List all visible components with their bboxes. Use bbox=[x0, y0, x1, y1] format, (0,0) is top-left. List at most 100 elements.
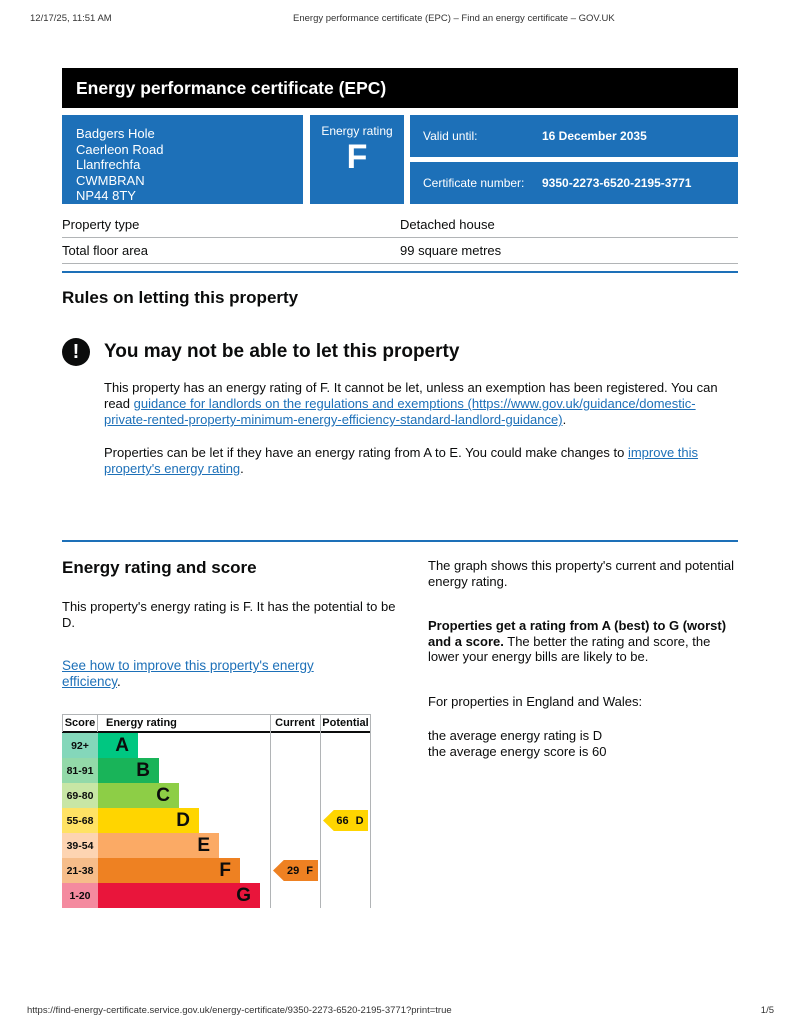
rating-score-heading: Energy rating and score bbox=[62, 558, 257, 577]
address-line: Caerleon Road bbox=[76, 141, 164, 157]
chart-column-header: Potential bbox=[322, 717, 369, 729]
chart-bands: 92+ A 81-91 B 69-80 C 55-68 D 39-54 E 21-38 F 1-20 G bbox=[62, 733, 371, 908]
current-rating-arrow: 29 F bbox=[273, 860, 318, 881]
rating-explanation-rest: The better the rating and score, the low… bbox=[428, 633, 711, 665]
row-label: Total floor area bbox=[62, 243, 148, 258]
page-title: Energy performance certificate (EPC) bbox=[76, 77, 387, 98]
rating-explanation: Properties get a rating from A (best) to… bbox=[428, 618, 738, 665]
footer-page-number: 1/5 bbox=[760, 1005, 774, 1016]
epc-chart: Score Energy rating Current Potential 92+ A 81… bbox=[62, 714, 371, 908]
chart-band-row: 92+ A bbox=[62, 733, 371, 758]
address-box: Badgers Hole Caerleon Road Llanfrechfa CWMB… bbox=[62, 115, 303, 204]
band-bar: A bbox=[98, 733, 138, 758]
chart-column-header: Current bbox=[275, 717, 315, 729]
band-bar: C bbox=[98, 783, 179, 808]
improve-rating-link[interactable]: improve this property's energy rating bbox=[104, 445, 699, 476]
chart-band-row: 81-91 B bbox=[62, 758, 371, 783]
band-letter: F bbox=[219, 859, 231, 881]
rating-explanation-bold: Properties get a rating from A (best) to… bbox=[428, 618, 727, 649]
band-letter: C bbox=[156, 784, 170, 806]
valid-until-value: 16 December 2035 bbox=[542, 129, 647, 143]
energy-rating-box: Energy rating F bbox=[310, 115, 404, 204]
arrow-letter: D bbox=[355, 814, 364, 827]
england-wales-note: For properties in England and Wales: bbox=[428, 693, 643, 709]
chart-column-line bbox=[320, 714, 321, 908]
paragraph-text: . bbox=[562, 412, 567, 427]
section-divider bbox=[62, 540, 738, 542]
paragraph-text: . bbox=[117, 674, 121, 689]
band-bar: B bbox=[98, 758, 159, 783]
rating-right-column: The graph shows this property's current … bbox=[428, 558, 738, 908]
band-score-cell: 39-54 bbox=[62, 833, 98, 858]
address-line: Badgers Hole bbox=[76, 126, 155, 141]
print-page-title: Energy performance certificate (EPC) – F… bbox=[293, 13, 615, 24]
band-score-cell: 1-20 bbox=[62, 883, 98, 908]
certificate-page: Energy performance certificate (EPC) Bad… bbox=[62, 68, 738, 908]
improve-efficiency-link[interactable]: See how to improve this property's energ… bbox=[62, 658, 314, 689]
chart-band-row: 69-80 C bbox=[62, 783, 371, 808]
valid-until-label: Valid until: bbox=[423, 129, 478, 143]
average-rating-line: the average energy rating is D bbox=[428, 728, 603, 743]
warning-heading: You may not be able to let this property bbox=[104, 341, 460, 362]
address-line: Llanfrechfa bbox=[76, 157, 141, 172]
certificate-summary: Badgers Hole Caerleon Road Llanfrechfa CWMB… bbox=[62, 115, 738, 204]
average-score-line: the average energy score is 60 bbox=[428, 743, 607, 759]
chart-column-line bbox=[270, 714, 271, 908]
footer-url: https://find-energy-certificate.service.… bbox=[27, 1005, 452, 1016]
rating-section: Energy rating and score This property's … bbox=[62, 558, 738, 908]
arrow-letter: F bbox=[306, 864, 313, 877]
chart-header-row: Score Energy rating Current Potential bbox=[62, 714, 371, 733]
exclamation-icon: ! bbox=[62, 338, 90, 366]
band-score-cell: 92+ bbox=[62, 733, 98, 758]
letting-rules-text: This property has an energy rating of F.… bbox=[104, 380, 737, 477]
chart-column-header: Score bbox=[62, 714, 98, 732]
paragraph-text: Properties can be let if they have an en… bbox=[104, 445, 628, 460]
address-lines: Badgers Hole Caerleon Road Llanfrechfa CWMB… bbox=[76, 126, 303, 204]
letting-paragraph-1: This property has an energy rating of F.… bbox=[104, 380, 737, 428]
chart-band-row: 39-54 E bbox=[62, 833, 371, 858]
certificate-banner: Energy performance certificate (EPC) bbox=[62, 68, 738, 108]
band-letter: E bbox=[197, 834, 210, 856]
certificate-number-label: Certificate number: bbox=[423, 176, 525, 190]
energy-rating-letter: F bbox=[346, 138, 368, 176]
row-value: Detached house bbox=[400, 217, 495, 232]
row-label: Property type bbox=[62, 217, 140, 232]
band-letter: A bbox=[115, 734, 129, 756]
certificate-number-box: Certificate number: 9350-2273-6520-2195-… bbox=[410, 162, 738, 204]
paragraph-text: This property has an energy rating of F.… bbox=[104, 380, 718, 411]
landlord-guidance-link[interactable]: guidance for landlords on the regulation… bbox=[104, 396, 696, 427]
property-table: Property type Detached house Total floor a… bbox=[62, 212, 738, 264]
paragraph-text: . bbox=[240, 461, 244, 476]
graph-description: The graph shows this property's current … bbox=[428, 558, 734, 589]
band-letter: D bbox=[176, 809, 190, 831]
arrow-score: 29 bbox=[287, 864, 300, 877]
row-value: 99 square metres bbox=[400, 243, 502, 258]
band-bar: E bbox=[98, 833, 219, 858]
print-datetime: 12/17/25, 11:51 AM bbox=[30, 13, 112, 24]
table-row: Property type Detached house bbox=[62, 212, 738, 238]
chart-band-row: 21-38 F bbox=[62, 858, 371, 883]
rating-left-column: Energy rating and score This property's … bbox=[62, 558, 410, 908]
chart-column-line bbox=[370, 714, 371, 908]
band-bar: G bbox=[98, 883, 260, 908]
rules-heading: Rules on letting this property bbox=[62, 288, 299, 307]
certificate-number-value: 9350-2273-6520-2195-3771 bbox=[542, 176, 692, 190]
band-bar: D bbox=[98, 808, 199, 833]
valid-until-box: Valid until: 16 December 2035 bbox=[410, 115, 738, 157]
potential-rating-arrow: 66 D bbox=[323, 810, 368, 831]
band-letter: G bbox=[236, 884, 251, 906]
band-letter: B bbox=[136, 759, 150, 781]
rating-intro: This property's energy rating is F. It h… bbox=[62, 599, 396, 630]
validity-column: Valid until: 16 December 2035 Certificat… bbox=[410, 115, 738, 204]
warning-banner: ! You may not be able to let this proper… bbox=[62, 338, 738, 366]
section-divider bbox=[62, 271, 738, 273]
chart-band-row: 1-20 G bbox=[62, 883, 371, 908]
arrow-score: 66 bbox=[336, 814, 349, 827]
band-score-cell: 81-91 bbox=[62, 758, 98, 783]
address-line: CWMBRAN bbox=[76, 172, 145, 188]
table-row: Total floor area 99 square metres bbox=[62, 238, 738, 264]
band-score-cell: 21-38 bbox=[62, 858, 98, 883]
band-score-cell: 55-68 bbox=[62, 808, 98, 833]
band-score-cell: 69-80 bbox=[62, 783, 98, 808]
